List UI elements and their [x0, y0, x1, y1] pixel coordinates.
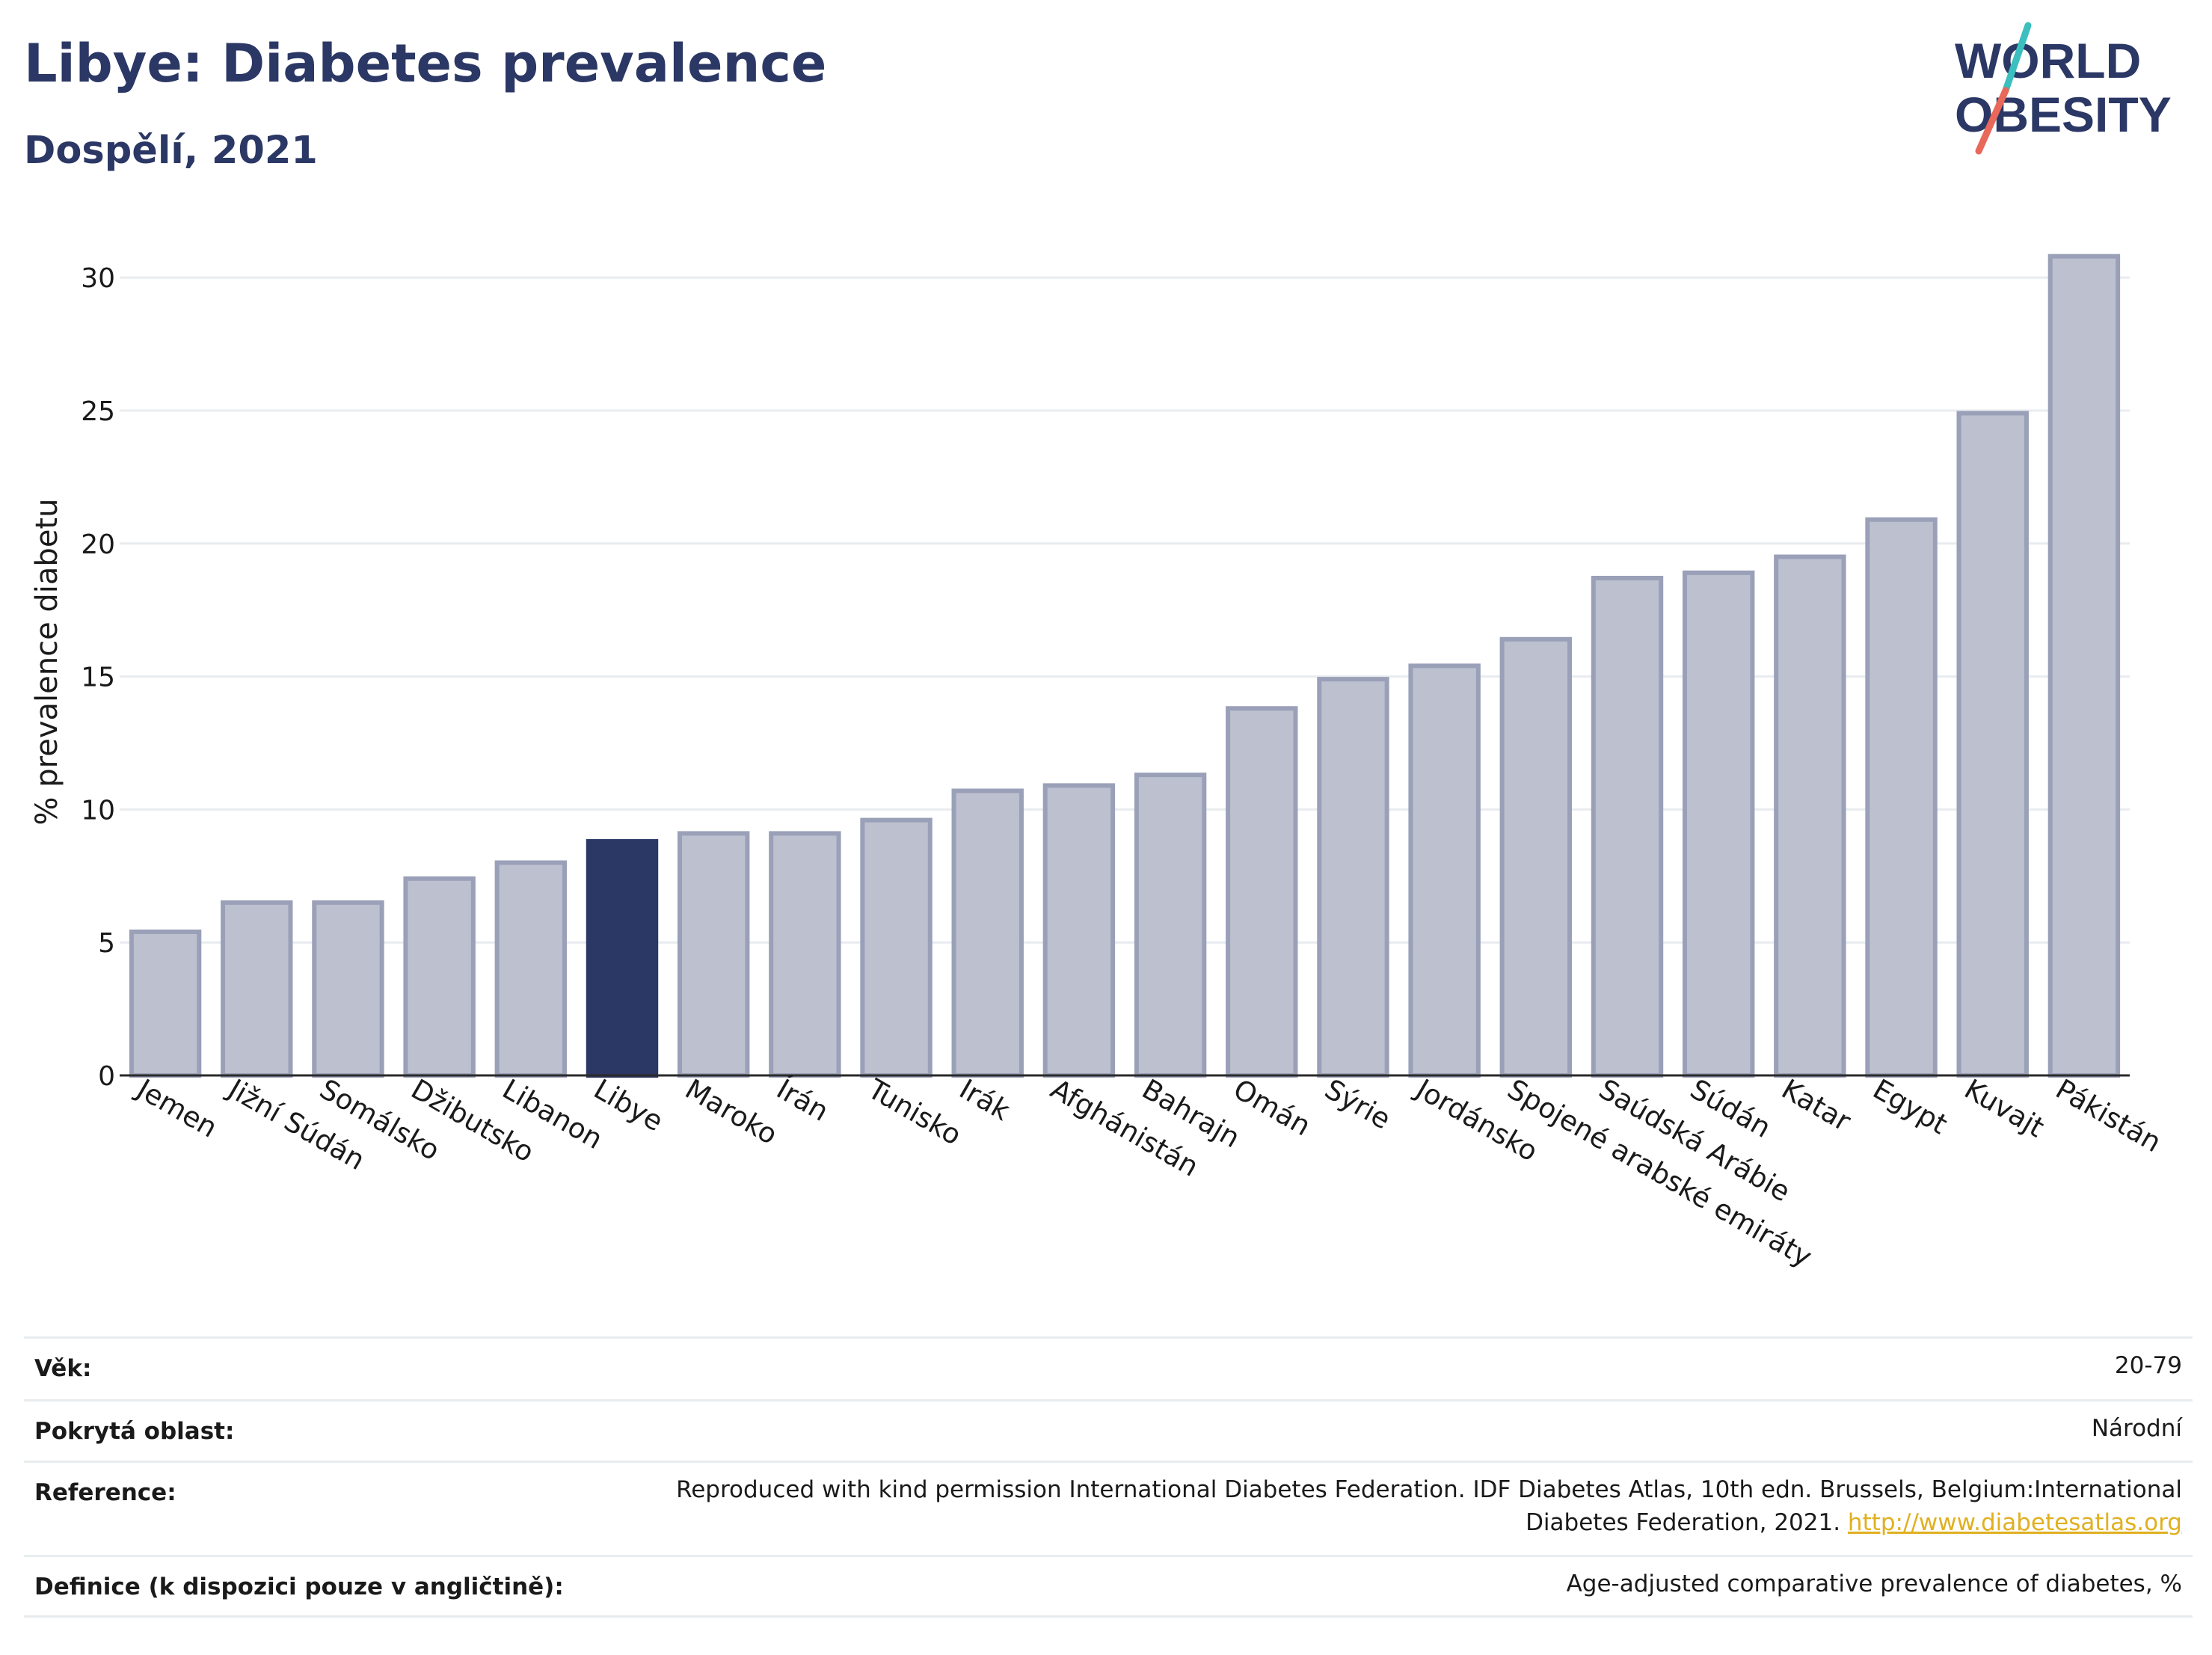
info-table: Věk: 20-79 Pokrytá oblast: Národní Reference… — [24, 1336, 2193, 1618]
y-tick-label: 10 — [81, 795, 115, 826]
bar — [951, 788, 1024, 1078]
x-tick-label: Egypt — [1867, 1073, 1953, 1141]
info-row: Definice (k dispozici pouze v angličtině… — [24, 1555, 2193, 1618]
world-obesity-logo: WORLD OBESITY — [1955, 22, 2172, 155]
bar — [860, 817, 933, 1078]
bar — [1499, 636, 1573, 1078]
x-tick-label: Maroko — [680, 1073, 783, 1151]
info-value-text: Reproduced with kind permission Internat… — [676, 1476, 2182, 1536]
info-value-text: Age-adjusted comparative prevalence of d… — [1566, 1570, 2182, 1597]
info-label: Pokrytá oblast: — [34, 1418, 235, 1445]
bar — [1408, 663, 1481, 1078]
info-value-text: Národní — [2091, 1415, 2182, 1442]
info-row: Věk: 20-79 — [24, 1336, 2193, 1399]
logo-text-world: WORLD — [1955, 33, 2141, 88]
bar — [1591, 575, 1664, 1078]
y-tick-label: 5 — [98, 928, 115, 959]
info-value-text: 20-79 — [2114, 1352, 2182, 1379]
x-tick-label: Írán — [771, 1072, 835, 1128]
logo-slash-top — [2002, 22, 2032, 94]
logo-text-obesity: OBESITY — [1955, 87, 2172, 142]
x-tick-label: Sýrie — [1319, 1073, 1396, 1136]
bar — [494, 860, 568, 1078]
y-axis-label: % prevalence diabetu — [30, 499, 64, 826]
bar — [1682, 570, 1755, 1078]
y-tick-label: 30 — [81, 263, 115, 294]
x-tick-label: Tunisko — [862, 1072, 967, 1152]
bar — [769, 831, 841, 1078]
page-title: Libye: Diabetes prevalence — [24, 33, 827, 94]
info-label: Věk: — [34, 1355, 92, 1382]
bar — [677, 831, 750, 1078]
bar — [129, 929, 202, 1078]
bar — [1226, 706, 1298, 1078]
info-value: Age-adjusted comparative prevalence of d… — [1567, 1568, 2182, 1600]
info-value: Národní — [2092, 1412, 2182, 1445]
bar — [403, 876, 476, 1078]
bar — [221, 900, 293, 1078]
bar — [1134, 773, 1207, 1078]
info-value: Reproduced with kind permission Internat… — [589, 1473, 2182, 1539]
bar — [2047, 254, 2121, 1078]
bar-highlighted — [586, 839, 659, 1078]
x-tick-label: Pákistán — [2050, 1073, 2167, 1159]
reference-link[interactable]: http://www.diabetesatlas.org — [1847, 1509, 2182, 1536]
y-tick-label: 25 — [81, 396, 115, 427]
y-tick-label: 20 — [81, 529, 115, 560]
logo-slash-bottom — [1975, 87, 2009, 155]
info-value: 20-79 — [2115, 1349, 2182, 1382]
bar — [1774, 554, 1846, 1078]
bar — [1317, 677, 1389, 1078]
x-tick-label: Irák — [954, 1073, 1016, 1128]
x-tick-label: Kuvajt — [1959, 1073, 2050, 1144]
bar — [1956, 411, 2029, 1078]
y-tick-label: 0 — [98, 1061, 115, 1092]
bar — [1042, 783, 1116, 1078]
bar — [312, 900, 384, 1078]
info-row: Reference: Reproduced with kind permissio… — [24, 1461, 2193, 1555]
page-subtitle: Dospělí, 2021 — [24, 129, 318, 173]
info-label: Reference: — [34, 1479, 176, 1506]
bar — [1865, 517, 1938, 1078]
x-tick-label: Jemen — [130, 1072, 223, 1144]
info-row: Pokrytá oblast: Národní — [24, 1399, 2193, 1461]
y-tick-label: 15 — [81, 663, 115, 693]
info-label: Definice (k dispozici pouze v angličtině… — [34, 1573, 564, 1600]
x-tick-label: Katar — [1776, 1073, 1857, 1138]
